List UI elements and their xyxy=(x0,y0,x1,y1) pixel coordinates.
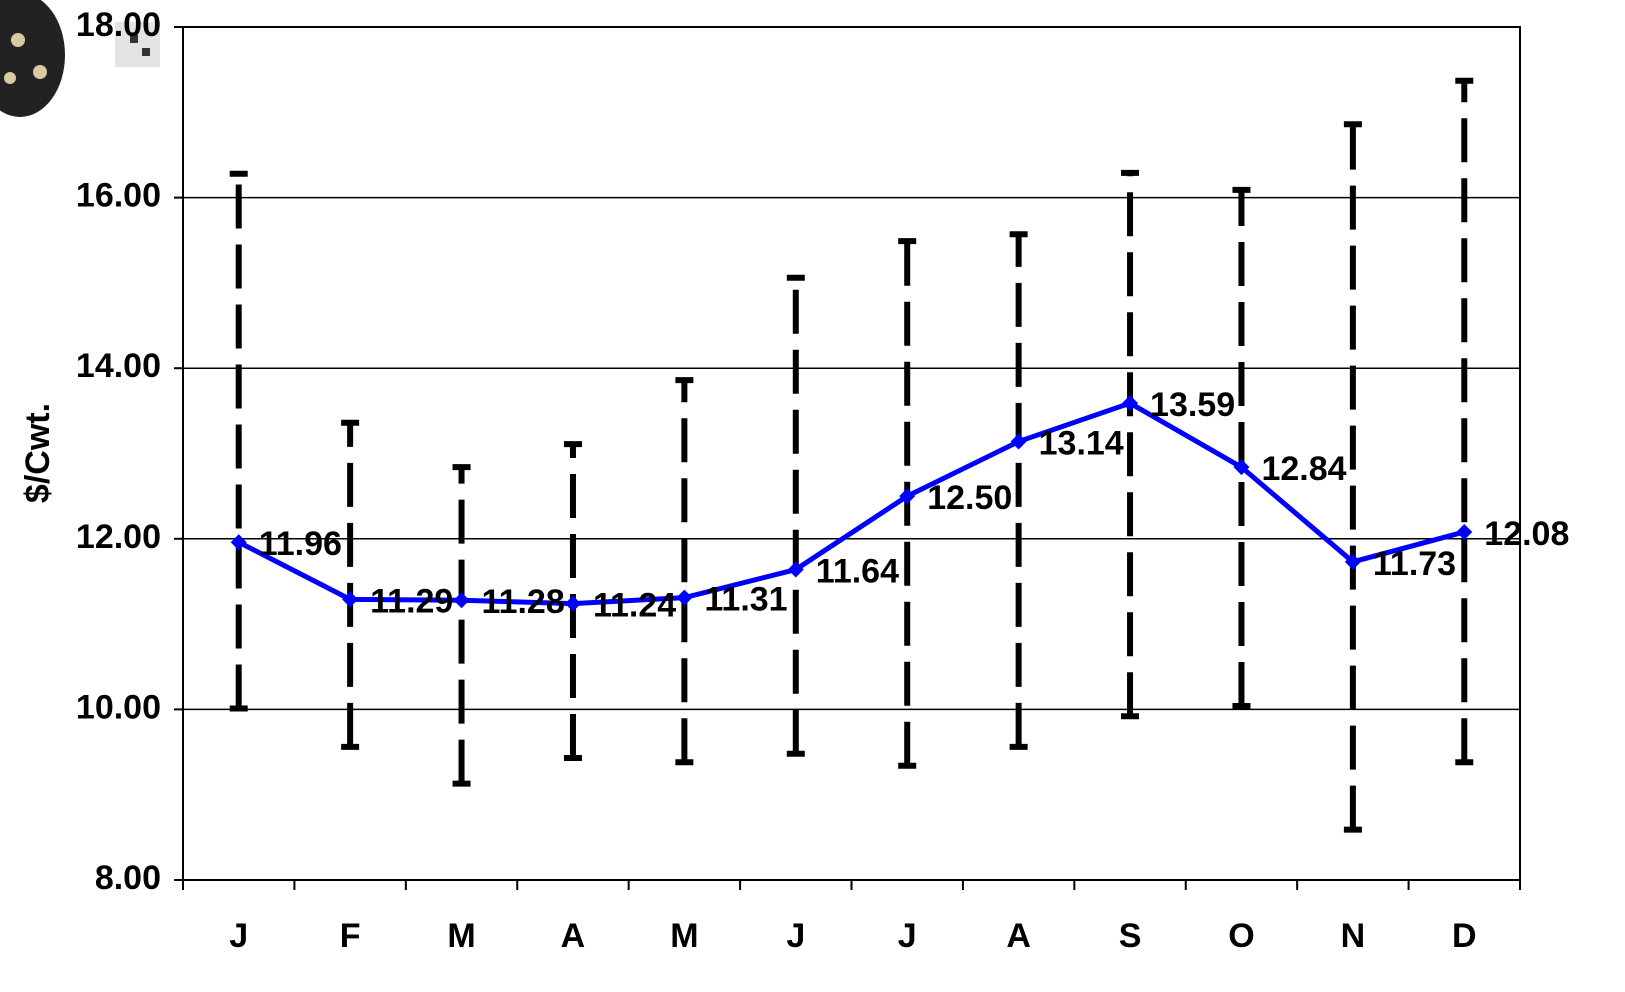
data-label: 11.96 xyxy=(259,525,342,563)
x-tick-label: D xyxy=(1452,917,1477,955)
y-tick-label: 12.00 xyxy=(76,518,161,556)
data-label: 11.24 xyxy=(593,587,676,625)
x-tick-label: A xyxy=(561,917,586,955)
point-marker xyxy=(565,596,581,612)
x-tick-label: J xyxy=(898,917,917,955)
data-label: 12.08 xyxy=(1484,515,1569,553)
y-tick-label: 18.00 xyxy=(76,6,161,44)
x-tick-label: M xyxy=(670,917,698,955)
point-marker xyxy=(676,590,692,606)
data-label: 12.84 xyxy=(1261,450,1346,488)
page: $/Cwt. 8.00 10.00 12.00 14.00 16.00 18.00 J F M A… xyxy=(0,0,1625,992)
y-tick-label: 16.00 xyxy=(76,177,161,215)
x-tick-label: N xyxy=(1341,917,1366,955)
x-tick-label: J xyxy=(786,917,805,955)
data-label: 11.73 xyxy=(1373,545,1456,583)
data-label: 11.64 xyxy=(816,552,899,590)
point-marker xyxy=(1011,434,1027,450)
x-tick-label: S xyxy=(1119,917,1142,955)
point-marker xyxy=(1456,524,1472,540)
data-label: 13.14 xyxy=(1039,425,1124,463)
y-tick-label: 14.00 xyxy=(76,347,161,385)
data-label: 11.29 xyxy=(370,582,453,620)
x-tick-label: A xyxy=(1006,917,1031,955)
y-tick-label: 10.00 xyxy=(76,688,161,726)
x-tick-label: J xyxy=(229,917,248,955)
chart: $/Cwt. 8.00 10.00 12.00 14.00 16.00 18.00 J F M A… xyxy=(0,0,1625,992)
data-label: 12.50 xyxy=(927,479,1012,517)
y-axis-label: $/Cwt. xyxy=(19,403,57,503)
data-label: 11.31 xyxy=(704,581,787,619)
y-tick-label: 8.00 xyxy=(95,859,161,897)
data-label: 13.59 xyxy=(1150,386,1235,424)
point-marker xyxy=(454,592,470,608)
x-tick-label: O xyxy=(1228,917,1254,955)
x-tick-label: M xyxy=(447,917,475,955)
x-tick-label: F xyxy=(340,917,361,955)
data-label: 11.28 xyxy=(482,583,565,621)
